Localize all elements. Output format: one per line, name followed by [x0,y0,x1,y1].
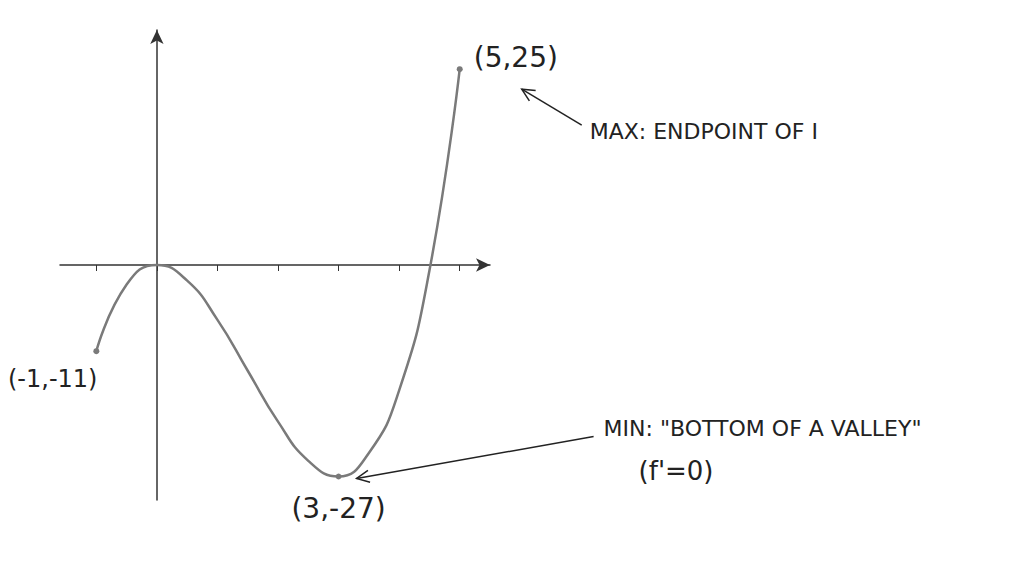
svg-text:(f'=0): (f'=0) [639,456,714,486]
svg-text:(-1,-11): (-1,-11) [8,365,97,393]
svg-text:MIN: "BOTTOM OF A VALLEY": MIN: "BOTTOM OF A VALLEY" [604,416,922,441]
svg-text:(5,25): (5,25) [474,41,558,74]
svg-text:MAX: ENDPOINT OF I: MAX: ENDPOINT OF I [590,119,818,144]
svg-text:(3,-27): (3,-27) [291,492,385,525]
